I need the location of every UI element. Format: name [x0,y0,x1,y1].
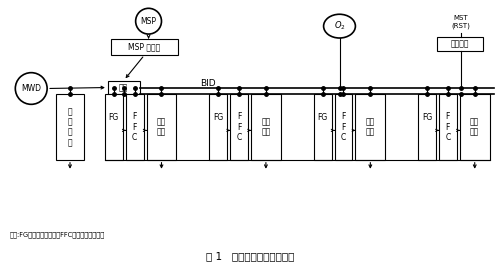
Text: FG: FG [213,113,224,122]
Bar [356,95,385,160]
Text: MWD: MWD [21,84,41,93]
Text: MSP 调节器: MSP 调节器 [128,42,160,52]
Text: 汽
机
控
制: 汽 机 控 制 [68,107,72,147]
Text: 通风
调节: 通风 调节 [366,117,375,137]
Bar [251,95,281,160]
Text: FG: FG [318,113,328,122]
Text: MST
(RST): MST (RST) [452,15,470,29]
Text: 图中:FG是静态前馈环节；FFC是动态前馈环节。: 图中:FG是静态前馈环节；FFC是动态前馈环节。 [10,231,104,238]
Circle shape [136,8,162,34]
Bar [460,95,490,160]
Text: FG: FG [422,113,432,122]
Bar [209,95,227,160]
Bar [111,39,178,55]
Circle shape [16,73,47,104]
Text: FG: FG [108,113,119,122]
Text: 燃料
调节: 燃料 调节 [262,117,270,137]
Bar [56,95,84,160]
Ellipse shape [324,14,356,38]
Bar [126,95,144,160]
Bar [437,37,482,51]
Bar [105,95,122,160]
Bar [314,95,332,160]
Bar [230,95,248,160]
Bar [418,95,436,160]
Text: 预测控制: 预测控制 [450,39,469,48]
Text: $O_2$: $O_2$ [334,20,345,32]
Text: 汽温
调节: 汽温 调节 [470,117,480,137]
Text: F
F
C: F F C [236,112,242,142]
Bar [334,95,352,160]
Text: F
F
C: F F C [132,112,138,142]
Text: 图 1   并行前馈控制方案框图: 图 1 并行前馈控制方案框图 [206,251,294,261]
Text: 给水
调节: 给水 调节 [157,117,166,137]
Text: 校正: 校正 [119,83,128,92]
Text: F
F
C: F F C [341,112,346,142]
Bar [146,95,176,160]
Text: BID: BID [200,79,216,88]
Bar [439,95,457,160]
Text: MSP: MSP [140,17,156,26]
Text: F
F
C: F F C [446,112,450,142]
Bar [108,81,140,95]
